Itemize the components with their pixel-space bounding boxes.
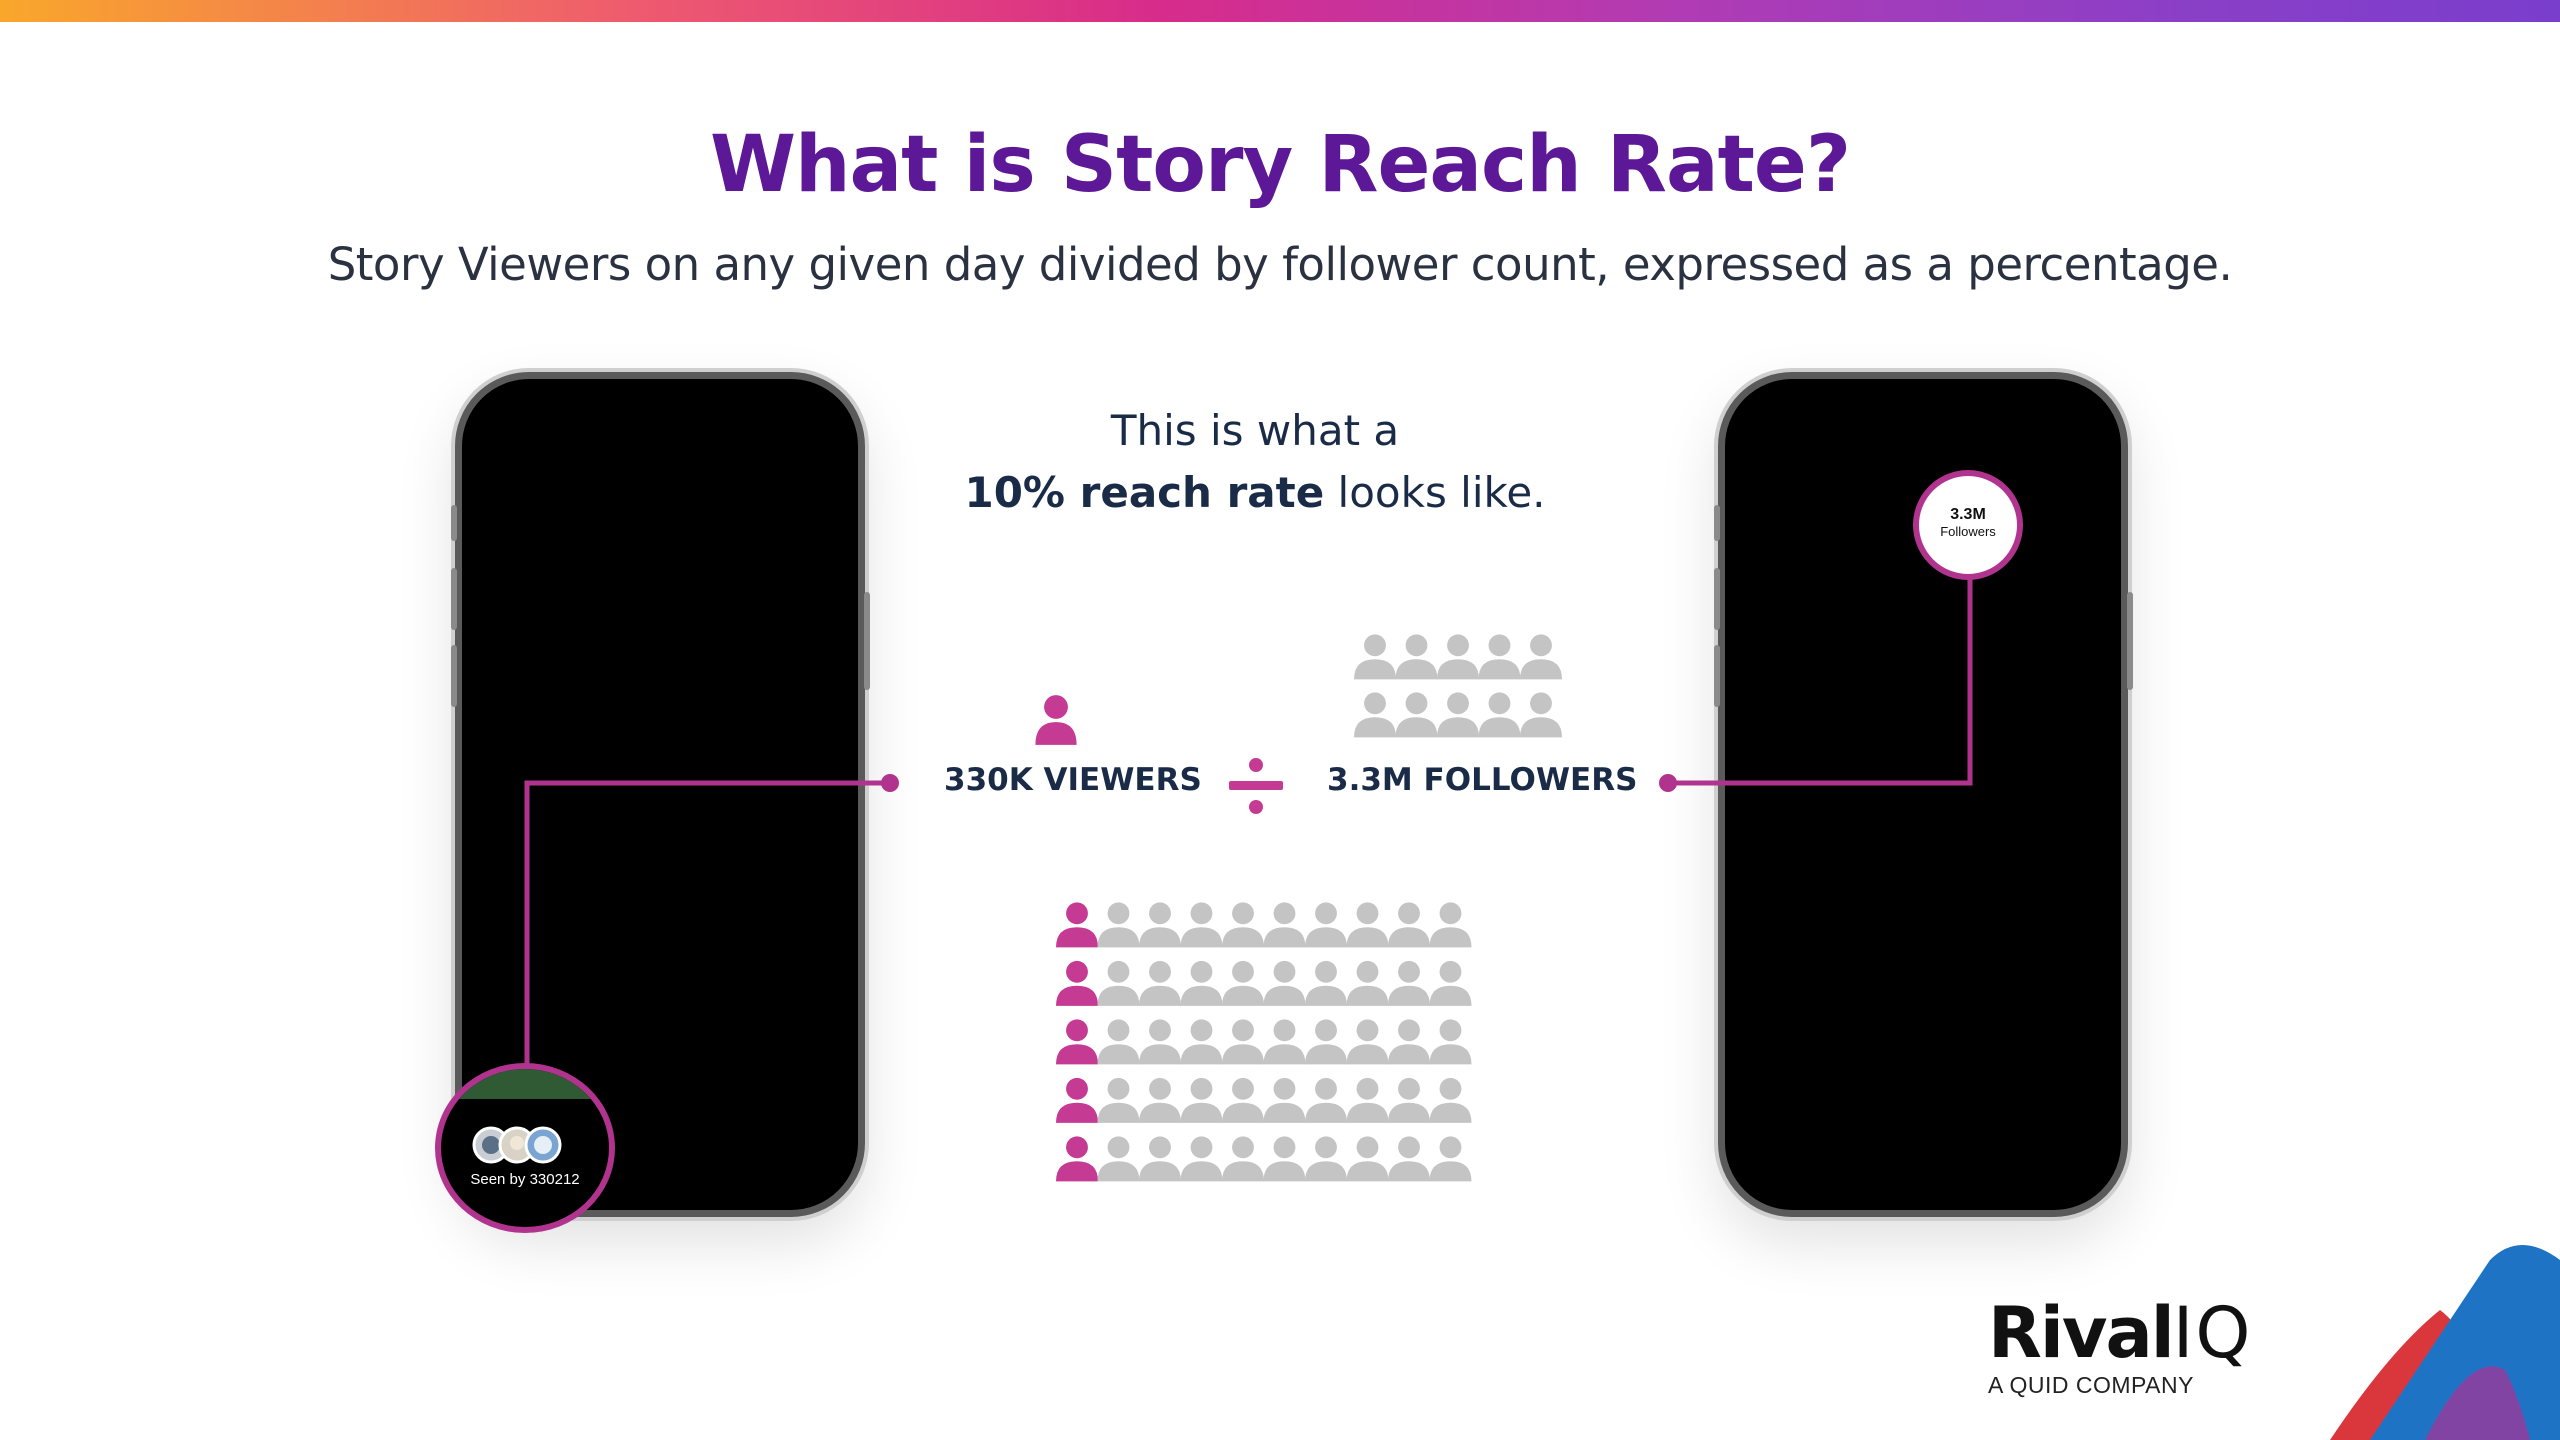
person-icon <box>1429 902 1472 948</box>
rival-iq-logo: RivalIQ A QUID COMPANY <box>1988 1298 2253 1399</box>
followers-count: 3.3M <box>1950 506 1986 523</box>
highlighted-person-icon <box>1056 1019 1098 1065</box>
person-icon <box>1180 1077 1223 1123</box>
person-icon <box>1429 1019 1472 1065</box>
follower-person-icon <box>1354 634 1396 680</box>
person-icon <box>1263 1077 1306 1123</box>
seen-by-zoom-circle: Seen by 330212 <box>435 1063 615 1233</box>
person-icon <box>1097 902 1140 948</box>
right-phone-side-button <box>1714 568 1720 630</box>
follower-person-icon <box>1520 692 1562 738</box>
followers-connector-dot <box>1659 774 1677 792</box>
follower-person-icon <box>1395 634 1438 680</box>
person-icon <box>1305 960 1347 1006</box>
person-icon <box>1346 960 1389 1006</box>
viewer-person-icon <box>1035 695 1077 745</box>
left-phone-power-button <box>864 592 870 690</box>
follower-person-icon <box>1478 692 1521 738</box>
person-icon <box>1097 1077 1140 1123</box>
page-subtitle: Story Viewers on any given day divided b… <box>327 238 2233 291</box>
right-phone-power-button <box>2127 592 2133 690</box>
left-phone-side-button <box>451 568 457 630</box>
logo-tagline: A QUID COMPANY <box>1988 1372 2194 1398</box>
person-icon <box>1222 1136 1264 1182</box>
person-icon <box>1388 1136 1430 1182</box>
person-icon <box>1263 902 1306 948</box>
person-icon <box>1429 1136 1472 1182</box>
person-icon <box>1097 960 1140 1006</box>
highlighted-person-icon <box>1056 902 1098 948</box>
person-icon <box>1346 902 1389 948</box>
left-phone-side-button <box>451 505 457 541</box>
intro-line-1: This is what a <box>1110 406 1400 455</box>
intro-rest-text: looks like. <box>1324 468 1546 517</box>
person-icon <box>1139 960 1181 1006</box>
seen-by-text: Seen by 330212 <box>470 1171 580 1188</box>
viewers-connector-line <box>524 780 890 1065</box>
right-phone-side-button <box>1714 645 1720 707</box>
follower-person-icon <box>1437 634 1479 680</box>
follower-person-icon <box>1354 692 1396 738</box>
top-gradient-bar <box>0 0 2560 22</box>
followers-group-icon <box>1354 634 1562 738</box>
person-icon <box>1305 902 1347 948</box>
follower-person-icon <box>1437 692 1479 738</box>
brand-wave-graphic <box>2330 1245 2560 1440</box>
highlighted-person-icon <box>1056 960 1098 1006</box>
person-icon <box>1346 1019 1389 1065</box>
highlighted-person-icon <box>1056 1136 1098 1182</box>
highlighted-person-icon <box>1056 1077 1098 1123</box>
divide-icon <box>1229 758 1283 814</box>
person-icon <box>1346 1136 1389 1182</box>
person-icon <box>1222 902 1264 948</box>
viewers-connector-dot <box>881 774 899 792</box>
intro-bold-text: 10% reach rate <box>964 468 1325 517</box>
followers-connector-line <box>1668 578 1973 786</box>
person-icon <box>1139 1077 1181 1123</box>
person-icon <box>1139 902 1181 948</box>
person-icon <box>1180 960 1223 1006</box>
page-title: What is Story Reach Rate? <box>709 120 1851 210</box>
followers-count-label: Followers <box>1940 524 1996 539</box>
person-icon <box>1097 1136 1140 1182</box>
person-icon <box>1180 1019 1223 1065</box>
followers-zoom-circle: 3.3M Followers <box>1913 470 2023 580</box>
person-icon <box>1388 1077 1430 1123</box>
follower-person-icon <box>1395 692 1438 738</box>
left-phone-side-button <box>451 645 457 707</box>
person-icon <box>1429 960 1472 1006</box>
follower-person-icon <box>1478 634 1521 680</box>
person-icon <box>1305 1019 1347 1065</box>
person-icon <box>1180 1136 1223 1182</box>
person-icon <box>1388 1019 1430 1065</box>
person-icon <box>1139 1136 1181 1182</box>
followers-label: 3.3M FOLLOWERS <box>1327 762 1638 798</box>
person-icon <box>1388 960 1430 1006</box>
people-grid <box>1056 902 1472 1182</box>
person-icon <box>1097 1019 1140 1065</box>
person-icon <box>1388 902 1430 948</box>
logo-text-rival: Rival <box>1988 1292 2175 1374</box>
person-icon <box>1263 960 1306 1006</box>
viewers-label: 330K VIEWERS <box>944 762 1202 798</box>
logo-text-iq: IQ <box>2172 1292 2253 1374</box>
intro-line-2: 10% reach rate looks like. <box>905 462 1605 524</box>
story-image-strip <box>441 1069 609 1099</box>
person-icon <box>1139 1019 1181 1065</box>
person-icon <box>1305 1136 1347 1182</box>
person-icon <box>1180 902 1223 948</box>
person-icon <box>1263 1019 1306 1065</box>
person-icon <box>1305 1077 1347 1123</box>
person-icon <box>1346 1077 1389 1123</box>
reach-rate-intro: This is what a 10% reach rate looks like… <box>905 400 1605 524</box>
person-icon <box>1222 1019 1264 1065</box>
follower-person-icon <box>1520 634 1562 680</box>
person-icon <box>1429 1077 1472 1123</box>
right-phone-side-button <box>1714 505 1720 541</box>
person-icon <box>1222 960 1264 1006</box>
person-icon <box>1222 1077 1264 1123</box>
person-icon <box>1263 1136 1306 1182</box>
viewer-avatars <box>472 1126 562 1164</box>
